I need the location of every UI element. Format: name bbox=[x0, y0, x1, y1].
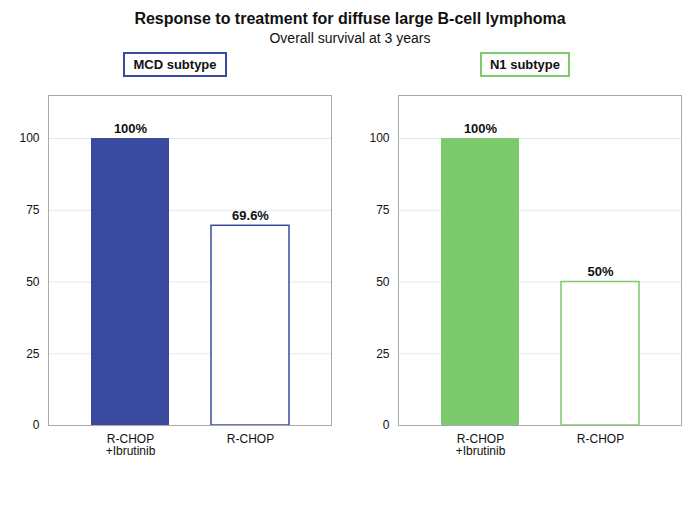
svg-text:R-CHOP: R-CHOP bbox=[226, 432, 273, 446]
svg-text:69.6%: 69.6% bbox=[232, 208, 269, 223]
svg-text:R-CHOP+Ibrutinib: R-CHOP+Ibrutinib bbox=[105, 432, 155, 458]
svg-text:100: 100 bbox=[369, 131, 389, 145]
svg-text:0: 0 bbox=[32, 418, 39, 432]
svg-text:25: 25 bbox=[376, 347, 390, 361]
html-text:Overall survival at 3 years: Overall survival at 3 years bbox=[269, 30, 431, 46]
svg-text:R-CHOP+Ibrutinib: R-CHOP+Ibrutinib bbox=[455, 432, 505, 458]
svg-text:75: 75 bbox=[376, 203, 390, 217]
svg-text:100%: 100% bbox=[113, 121, 147, 136]
svg-text:25: 25 bbox=[26, 347, 40, 361]
svg-text:50: 50 bbox=[376, 275, 390, 289]
svg-text:0: 0 bbox=[382, 418, 389, 432]
svg-text:100: 100 bbox=[19, 131, 39, 145]
html-text:N1 subtype: N1 subtype bbox=[490, 57, 560, 72]
svg-text:100%: 100% bbox=[463, 121, 497, 136]
svg-text:50%: 50% bbox=[587, 264, 613, 279]
svg-text:50: 50 bbox=[26, 275, 40, 289]
svg-text:R-CHOP: R-CHOP bbox=[576, 432, 623, 446]
html-text:MCD subtype: MCD subtype bbox=[133, 57, 217, 72]
html-text:Response to treatment for diff: Response to treatment for diffuse large … bbox=[134, 10, 566, 27]
svg-text:75: 75 bbox=[26, 203, 40, 217]
